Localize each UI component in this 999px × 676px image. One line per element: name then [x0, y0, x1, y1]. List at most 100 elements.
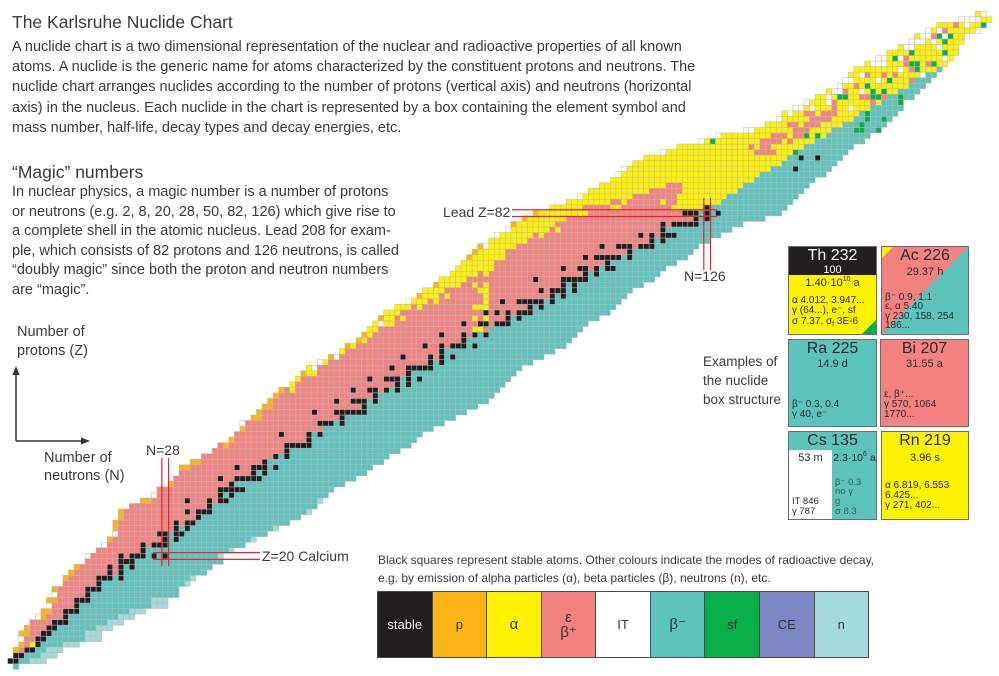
nuclide-cell-ec	[438, 320, 445, 327]
nuclide-cell-ec	[466, 276, 473, 283]
nuclide-cell-ec	[117, 530, 125, 537]
nuclide-cell-alpha	[687, 199, 694, 206]
nuclide-cell-bminus	[400, 425, 407, 432]
nuclide-cell-bminus	[51, 635, 58, 642]
nuclide-cell-bminus	[294, 475, 301, 482]
nuclide-cell-bminus	[228, 525, 235, 532]
nuclide-cell-bminus	[140, 586, 147, 593]
nuclide-cell-p	[433, 282, 440, 289]
nuclide-cell-stable	[626, 243, 633, 250]
nuclide-cell-bminus	[272, 481, 279, 488]
nuclide-cell-alpha	[510, 243, 517, 250]
nuclide-cell-ec	[798, 132, 805, 139]
nuclide-cell-bminus	[256, 530, 263, 537]
nuclide-cell-bminus	[383, 431, 390, 438]
nuclide-cell-bminus	[289, 458, 296, 466]
nuclide-cell-bminus	[156, 580, 163, 587]
nuclide-cell-alpha	[709, 188, 716, 195]
nuclide-cell-alpha	[875, 82, 882, 89]
nuclide-cell-bminus	[444, 353, 451, 360]
nuclide-cell-bminus	[438, 403, 445, 410]
nuclide-cell-ec	[510, 265, 517, 272]
nuclide-cell-alpha	[731, 132, 738, 139]
nuclide-cell-ec	[112, 564, 119, 571]
nuclide-cell-bminus	[742, 199, 749, 206]
nuclide-cell-alpha	[543, 221, 550, 228]
nuclide-cell-ec	[383, 381, 390, 388]
legend-item-stable: stable	[378, 592, 433, 657]
nuclide-cell-bminus	[35, 652, 42, 659]
nuclide-cell-bminus	[897, 88, 904, 95]
nuclide-cell-stable	[328, 420, 335, 427]
nuclide-cell-ec	[283, 392, 290, 399]
nuclide-cell-ec	[648, 199, 655, 206]
nuclide-cell-stable	[477, 320, 484, 327]
nuclide-cell-bminus	[73, 624, 80, 631]
nuclide-cell-bminus	[134, 569, 141, 576]
nuclide-cell-bminus	[781, 165, 788, 172]
nuclide-cell-bminus	[621, 276, 628, 283]
nuclide-cell-ec	[317, 409, 324, 416]
nuclide-cell-alpha	[648, 182, 655, 189]
fission-subscript: f	[832, 320, 835, 328]
nuclide-cell-ec	[228, 447, 235, 454]
nuclide-cell-p	[416, 293, 423, 300]
nuclide-cell-bminus	[212, 514, 219, 521]
nuclide-cell-bminus	[272, 475, 279, 482]
nuclide-cell-bminus	[361, 464, 368, 471]
nuclide-cell-alpha	[682, 176, 689, 183]
nuclide-cell-ec	[405, 315, 412, 322]
nuclide-cell-alpha	[471, 282, 478, 289]
nuclide-cell-ec	[532, 237, 539, 244]
nuclide-cell-alpha	[809, 99, 816, 106]
nuclide-cell-bminus	[416, 370, 423, 377]
nuclide-cell-bminus	[328, 442, 335, 449]
nuclide-cell-p	[40, 613, 47, 620]
nuclide-cell-bminus	[383, 425, 390, 432]
examples-caption-line: the nuclide	[703, 373, 769, 389]
nuclide-cell-ec	[831, 105, 838, 112]
nuclide-cell-ec	[753, 149, 760, 156]
nuclide-cell-alpha	[527, 221, 534, 228]
nuclide-cell-alpha	[715, 188, 722, 195]
nuclide-cell-bminus	[283, 508, 290, 515]
nuclide-cell-it	[975, 16, 982, 23]
nuclide-cell-ec	[234, 458, 241, 466]
nuclide-cell-ec	[449, 337, 456, 344]
nuclide-cell-alpha	[947, 38, 954, 45]
nuclide-cell-bminus	[460, 392, 467, 399]
nuclide-cell-alpha	[433, 298, 440, 305]
nuclide-cell-bminus	[223, 541, 230, 548]
nuclide-cell-ec	[217, 458, 224, 466]
nuclide-cell-bminus	[245, 519, 252, 526]
nuclide-cell-ec	[615, 221, 622, 228]
nuclide-cell-bminus	[228, 508, 235, 515]
nuclide-cell-bminus	[73, 613, 80, 620]
nuclide-cell-alpha	[958, 33, 965, 40]
nuclide-cell-ec	[549, 265, 556, 272]
nuclide-cell-bminus	[184, 541, 191, 548]
nuclide-cell-ec	[565, 254, 572, 261]
nuclide-cell-ec	[123, 541, 130, 548]
nuclide-cell-alpha	[864, 88, 871, 95]
nuclide-cell-bminus	[261, 492, 268, 499]
nuclide-cell-ec	[549, 282, 556, 289]
nuclide-cell-bminus	[505, 359, 512, 366]
nuclide-cell-stable	[482, 309, 490, 316]
nuclide-cell-ec	[84, 569, 91, 576]
nuclide-cell-bminus	[870, 127, 877, 134]
nuclide-cell-bminus	[488, 376, 495, 383]
nuclide-cell-bminus	[427, 376, 434, 383]
nuclide-cell-bminus	[505, 326, 512, 333]
half-life-base: 1.40·10	[805, 276, 843, 289]
nuclide-cell-alpha	[886, 88, 893, 95]
nuclide-cell-ec	[178, 519, 185, 526]
nuclide-cell-alpha	[676, 154, 683, 161]
nuclide-cell-bminus	[383, 414, 390, 421]
nuclide-cell-alpha	[637, 171, 644, 178]
nuclide-cell-bminus	[317, 464, 324, 471]
nuclide-cell-stable	[715, 210, 722, 217]
nuclide-cell-bminus	[294, 497, 301, 504]
half-life-unit: a	[853, 276, 860, 289]
nuclide-cell-bminus	[615, 287, 622, 294]
